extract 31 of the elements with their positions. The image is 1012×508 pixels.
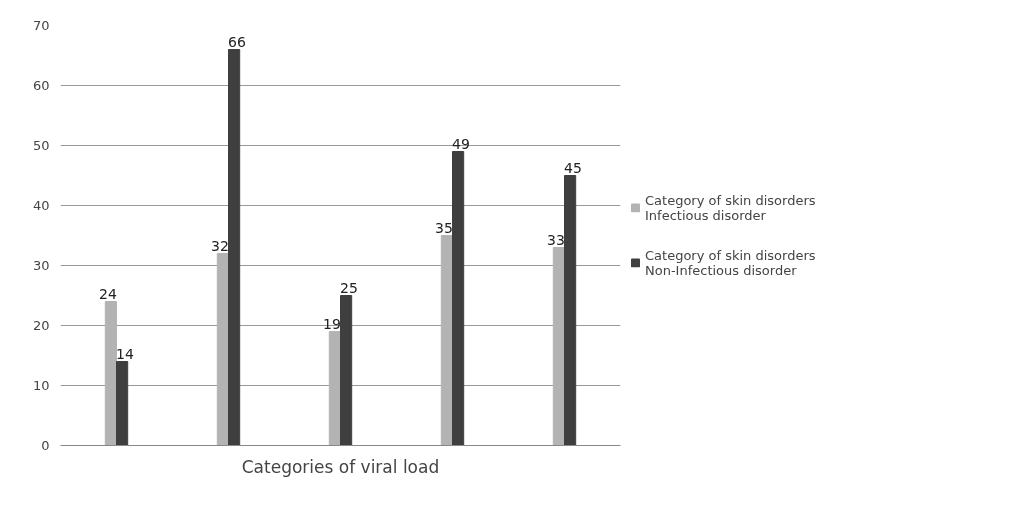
legend-label: Category of skin disorders Non-Infectious disorder bbox=[645, 247, 816, 278]
bar bbox=[340, 295, 353, 446]
data-label: 25 bbox=[340, 279, 358, 296]
bar bbox=[452, 151, 465, 446]
y-tick-label: 60 bbox=[32, 78, 50, 93]
data-label: 49 bbox=[452, 135, 470, 152]
data-label: 35 bbox=[435, 219, 453, 236]
data-label: 66 bbox=[228, 33, 247, 50]
x-axis-title: Categories of viral load bbox=[241, 456, 440, 477]
data-label: 24 bbox=[99, 285, 117, 302]
bar bbox=[552, 247, 565, 446]
data-label: 32 bbox=[211, 237, 229, 254]
y-tick-label: 10 bbox=[32, 378, 50, 393]
bar bbox=[104, 301, 117, 446]
data-label: 45 bbox=[564, 159, 582, 176]
bar bbox=[228, 49, 241, 446]
bar bbox=[328, 331, 341, 446]
bar bbox=[216, 253, 229, 446]
legend-label: Category of skin disorders Infectious disorder bbox=[645, 192, 816, 223]
bar bbox=[440, 235, 453, 446]
data-label: 14 bbox=[116, 345, 135, 362]
y-tick-label: 40 bbox=[32, 198, 50, 213]
y-tick-label: 30 bbox=[32, 258, 50, 273]
data-label: 19 bbox=[323, 315, 341, 332]
data-label: 33 bbox=[547, 231, 565, 248]
bar bbox=[116, 361, 129, 446]
y-tick-label: 0 bbox=[41, 438, 50, 453]
bar bbox=[564, 175, 577, 446]
y-tick-label: 20 bbox=[32, 318, 50, 333]
y-tick-label: 70 bbox=[32, 18, 50, 33]
y-tick-label: 50 bbox=[32, 138, 50, 153]
